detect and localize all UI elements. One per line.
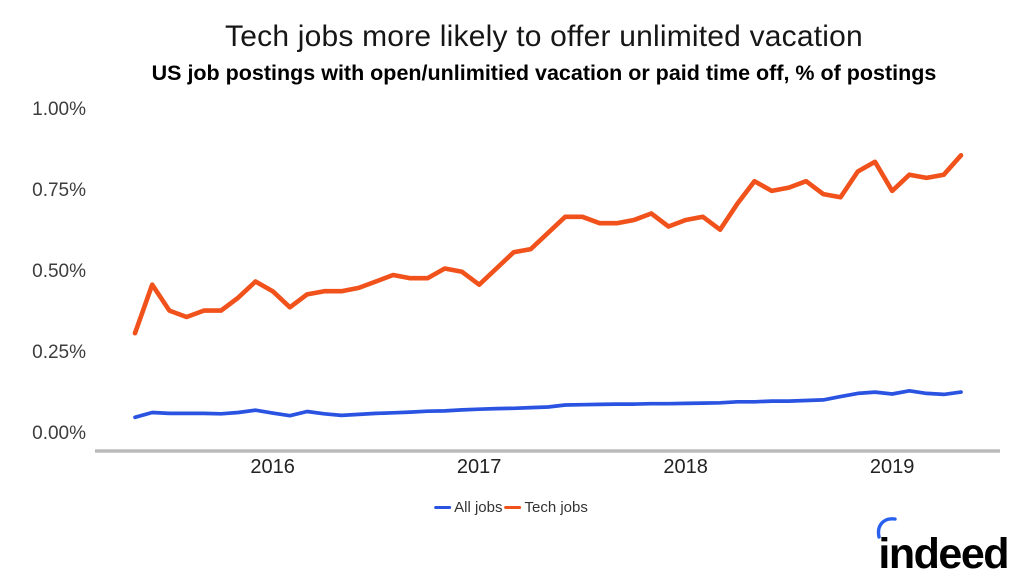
chart-title: Tech jobs more likely to offer unlimited… bbox=[225, 20, 863, 53]
indeed-logo: indeed bbox=[877, 517, 1009, 578]
legend-dash-icon bbox=[434, 505, 452, 510]
x-axis-tick-label: 2019 bbox=[869, 456, 915, 478]
legend: All jobs Tech jobs bbox=[434, 499, 590, 516]
y-axis-tick-label: 0.50% bbox=[32, 260, 86, 282]
x-axis-tick-label: 2018 bbox=[663, 456, 708, 478]
chart-subtitle: US job postings with open/unlimitied vac… bbox=[151, 61, 937, 85]
x-axis-line bbox=[95, 449, 1000, 453]
y-axis-tick-label: 1.00% bbox=[32, 99, 86, 120]
legend-item-label: Tech jobs bbox=[524, 499, 588, 516]
chart-header: Tech jobs more likely to offer unlimited… bbox=[65, 0, 1023, 86]
y-axis-tick-label: 0.00% bbox=[32, 422, 86, 444]
y-axis-tick-label: 0.75% bbox=[32, 179, 86, 201]
x-axis-tick-label: 2017 bbox=[456, 456, 502, 478]
y-axis-tick-label: 0.25% bbox=[32, 341, 86, 363]
legend-item-label: All jobs bbox=[454, 499, 503, 516]
series-line-all-jobs bbox=[133, 388, 963, 420]
indeed-swoosh-icon bbox=[877, 517, 898, 539]
x-axis-tick-label: 2016 bbox=[250, 456, 295, 478]
legend-dash-icon bbox=[504, 505, 522, 510]
indeed-logo-text: indeed bbox=[878, 530, 1009, 578]
series-line-tech-jobs bbox=[132, 153, 964, 336]
